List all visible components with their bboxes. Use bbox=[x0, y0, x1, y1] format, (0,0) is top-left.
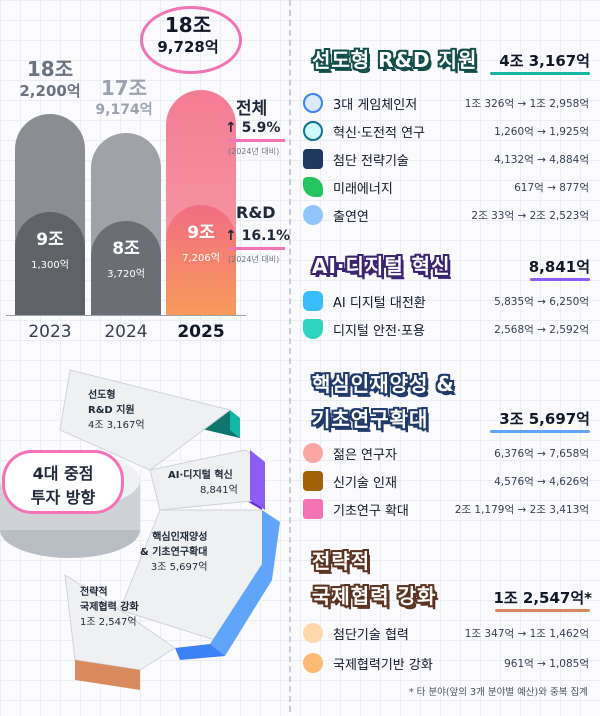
list-item: 신기술 인재 4,576억 → 4,626억 bbox=[303, 470, 589, 492]
bar-2023-rd-mark: 9조 1,300억 bbox=[15, 212, 85, 315]
pie-slice-3-side bbox=[175, 644, 225, 660]
bars-area: 9조 1,300억 8조 3,720억 9조 7,206억 bbox=[0, 0, 289, 315]
section-2-total: 8,841억 bbox=[528, 258, 590, 276]
bar-2023-total: 18조 2,200억 bbox=[19, 57, 81, 100]
list-item: 첨단 전략기술 4,132억 → 4,884억 bbox=[303, 148, 589, 170]
section-1-total: 4조 3,167억 bbox=[499, 52, 590, 70]
section-4-title-line2: 국제협력 강화 bbox=[312, 584, 437, 608]
handshake-icon bbox=[303, 623, 323, 643]
growth-rd-underline bbox=[229, 247, 285, 250]
young-researcher-icon bbox=[303, 443, 323, 463]
pie-label-2: AI·디지털 혁신 8,841억 bbox=[168, 468, 238, 498]
list-item: 젊은 연구자 6,376억 → 7,658억 bbox=[303, 442, 589, 464]
list-item: 혁신·도전적 연구 1,260억 → 1,925억 bbox=[303, 120, 589, 142]
section-3-underline bbox=[490, 430, 590, 433]
arrow-up-icon: ↑ bbox=[225, 120, 237, 136]
pie-label-4-l2: 국제협력 강화 bbox=[80, 602, 139, 613]
pie-center-badge: 4대 중점 투자 방향 bbox=[2, 450, 124, 514]
section-2-title: AI·디지털 혁신 bbox=[312, 254, 451, 278]
pie-label-1-value: 4조 3,167억 bbox=[88, 420, 145, 431]
pie-slice-1-rim bbox=[230, 410, 240, 438]
pie-label-4-l1: 전략적 bbox=[80, 587, 108, 598]
list-item: 미래에너지 617억 → 877억 bbox=[303, 176, 589, 198]
growth-rd-pct: ↑ 16.1% bbox=[225, 228, 290, 244]
sprout-icon bbox=[303, 177, 323, 197]
bar-2024-rd-mark: 8조 3,720억 bbox=[91, 221, 161, 315]
section-3-title-line2: 기초연구확대 bbox=[312, 407, 429, 431]
pie-label-3-l2: & 기초연구확대 bbox=[140, 547, 208, 558]
list-item: 디지털 안전·포용 2,568억 → 2,592억 bbox=[303, 318, 589, 340]
bar-2024-rd-main: 8조 bbox=[112, 239, 140, 259]
growth-total-label: 전체 bbox=[236, 99, 268, 119]
arrow-up-icon: ↑ bbox=[225, 228, 237, 244]
section-4-underline bbox=[495, 609, 590, 612]
bar-2025-rd-main: 9조 bbox=[187, 223, 215, 243]
pie-diagram: 4대 중점 투자 방향 선도형 R&D 지원 4조 3,167억 AI·디지털 … bbox=[0, 360, 289, 712]
bar-2025-rd-mark: 9조 7,206억 bbox=[166, 205, 236, 315]
year-2023: 2023 bbox=[28, 322, 72, 342]
pie-center-line2: 투자 방향 bbox=[30, 488, 96, 507]
list-item: 첨단기술 협력 1조 347억 → 1조 1,462억 bbox=[303, 622, 589, 644]
bar-2024-rd-sub: 3,720억 bbox=[107, 269, 145, 280]
pie-label-2-value: 8,841억 bbox=[200, 485, 238, 496]
bar-2023-rd-main: 9조 bbox=[36, 230, 64, 250]
pie-label-1-l1: 선도형 bbox=[88, 390, 116, 401]
pie-label-3-value: 3조 5,697억 bbox=[150, 562, 208, 573]
bar-2025-rd-sub: 7,206억 bbox=[182, 253, 220, 264]
section-4-total: 1조 2,547억* bbox=[493, 589, 592, 607]
researcher-icon bbox=[303, 205, 323, 225]
list-item: 국제협력기반 강화 961억 → 1,085억 bbox=[303, 652, 589, 674]
chess-knight-icon bbox=[303, 149, 323, 169]
section-3-title-line1: 핵심인재양성 & bbox=[312, 372, 455, 396]
pie-label-3-l1: 핵심인재양성 bbox=[152, 532, 208, 543]
chat-bubble-icon bbox=[303, 291, 323, 311]
list-item: 3대 게임체인저 1조 326억 → 1조 2,958억 bbox=[303, 92, 589, 114]
pie-slice-4-rim bbox=[75, 660, 140, 690]
growth-rd-note: (2024년 대비) bbox=[228, 255, 280, 264]
footnote: * 타 분야(앞의 3개 분야별 예산)와 중복 집계 bbox=[408, 687, 588, 698]
bar-chart: 18조 2,200억 17조 9,174억 18조 9,728억 9조 1,30… bbox=[0, 0, 290, 350]
handshake-icon bbox=[303, 653, 323, 673]
pie-center-line1: 4대 중점 bbox=[32, 464, 94, 483]
growth-total-note: (2024년 대비) bbox=[228, 147, 280, 156]
pie-label-4-value: 1조 2,547억 bbox=[80, 617, 137, 628]
pie-label-3: 핵심인재양성 & 기초연구확대 3조 5,697억 bbox=[140, 530, 207, 575]
list-item: AI 디지털 대전환 5,835억 → 6,250억 bbox=[303, 290, 589, 312]
highlight-circle bbox=[140, 6, 242, 74]
pie-label-2-l1: AI·디지털 혁신 bbox=[168, 470, 233, 481]
shield-icon bbox=[303, 319, 323, 339]
pie-label-1-l2: R&D 지원 bbox=[88, 405, 135, 416]
list-item: 출연연 2조 33억 → 2조 2,523억 bbox=[303, 204, 589, 226]
growth-total-pct: ↑ 5.9% bbox=[225, 120, 280, 136]
bar-2023-rd-sub: 1,300억 bbox=[31, 260, 69, 271]
column-divider bbox=[289, 0, 291, 712]
pie-slice-3-rim bbox=[210, 510, 280, 656]
bar-2024-total: 17조 9,174억 bbox=[95, 76, 153, 118]
growth-total-value: 5.9% bbox=[241, 120, 281, 136]
list-item: 기초연구 확대 2조 1,179억 → 2조 3,413억 bbox=[303, 498, 589, 520]
pie-label-4: 전략적 국제협력 강화 1조 2,547억 bbox=[80, 585, 139, 630]
pie-slice-2-rim bbox=[250, 450, 265, 510]
gamechanger-icon bbox=[303, 93, 323, 113]
magnifier-icon bbox=[303, 121, 323, 141]
growth-rd-label: R&D bbox=[236, 203, 276, 222]
growth-total-underline bbox=[229, 139, 285, 142]
year-2024: 2024 bbox=[104, 322, 148, 342]
section-4-title-line1: 전략적 bbox=[312, 549, 371, 573]
book-magnifier-icon bbox=[303, 499, 323, 519]
section-2-underline bbox=[530, 278, 590, 281]
bar-2025-total: 18조 9,728억 bbox=[157, 13, 219, 56]
year-2025: 2025 bbox=[177, 322, 225, 342]
pie-label-1: 선도형 R&D 지원 4조 3,167억 bbox=[88, 388, 145, 433]
section-1-title: 선도형 R&D 지원 bbox=[312, 48, 478, 72]
section-3-total: 3조 5,697억 bbox=[499, 410, 590, 428]
section-1-underline bbox=[490, 72, 590, 75]
growth-rd-value: 16.1% bbox=[241, 228, 291, 244]
briefcase-icon bbox=[303, 471, 323, 491]
chart-baseline bbox=[6, 315, 246, 316]
